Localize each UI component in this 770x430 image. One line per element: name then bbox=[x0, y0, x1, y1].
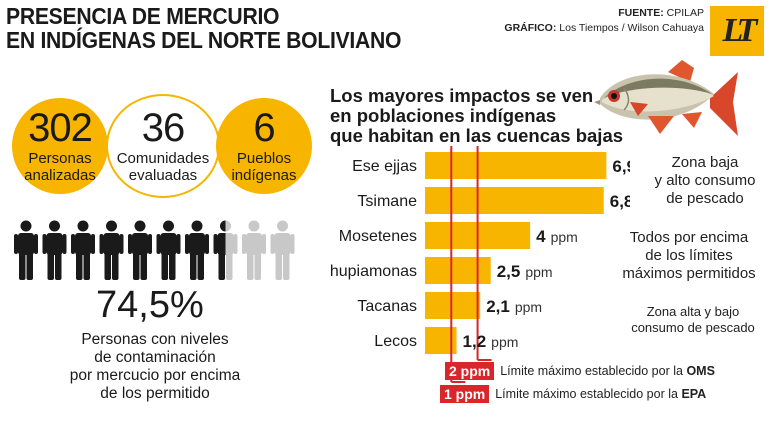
affected-percent: 74,5% bbox=[96, 284, 204, 326]
stat-label-line: indígenas bbox=[231, 167, 297, 184]
zone-note-encima: Todos por encima de los límites máximos … bbox=[612, 229, 766, 283]
category-label: Uchupiamonas bbox=[330, 263, 417, 280]
credits: FUENTE: CPILAP GRÁFICO: Los Tiempos / Wi… bbox=[504, 6, 704, 36]
bar-chart: Ese ejjas 6,9 ppm Tsimane 6,8 ppm Mosetenes 4 pp… bbox=[330, 146, 630, 383]
value-label: 6,8 bbox=[610, 192, 630, 211]
unit-label: ppm bbox=[551, 229, 578, 245]
zone-note-line: de pescado bbox=[666, 190, 744, 207]
person-icon bbox=[270, 220, 295, 280]
value-label: 6,9 bbox=[612, 157, 630, 176]
title-line-2: EN INDÍGENAS DEL NORTE BOLIVIANO bbox=[6, 27, 402, 53]
source-value: CPILAP bbox=[666, 7, 704, 19]
person-icon bbox=[185, 220, 209, 280]
people-caption-line: Personas con niveles bbox=[81, 331, 229, 348]
person-icon bbox=[42, 220, 67, 280]
bar bbox=[425, 257, 491, 284]
limit-oms-text: Límite máximo establecido por la bbox=[500, 364, 687, 378]
limit-oms-value: 2 ppm bbox=[445, 362, 495, 380]
stat-circle-pueblos: 6 Pueblos indígenas bbox=[216, 98, 312, 194]
value-label: 1,2 bbox=[463, 332, 487, 351]
zone-note-baja: Zona baja y alto consumo de pescado bbox=[644, 154, 766, 208]
category-label: Ese ejjas bbox=[352, 158, 417, 175]
limit-epa: 1 ppm Límite máximo establecido por la E… bbox=[440, 385, 706, 403]
zone-note-line: Todos por encima bbox=[629, 229, 749, 246]
value-label: 2,1 bbox=[486, 297, 510, 316]
person-icon bbox=[213, 220, 238, 280]
chart-headline-line: que habitan en las cuencas bajas bbox=[330, 125, 624, 146]
zone-note-line: Zona alta y bajo bbox=[646, 304, 740, 319]
stat-label-line: evaluadas bbox=[128, 167, 198, 184]
bar bbox=[425, 292, 481, 319]
zone-note-line: de los límites bbox=[645, 247, 733, 264]
title-line-1: PRESENCIA DE MERCURIO bbox=[6, 3, 280, 29]
bar bbox=[425, 152, 607, 179]
los-tiempos-logo: LT bbox=[710, 6, 764, 56]
category-label: Tsimane bbox=[357, 193, 417, 210]
unit-label: ppm bbox=[491, 334, 518, 350]
bar bbox=[425, 187, 604, 214]
stat-label-line: analizadas bbox=[24, 167, 96, 184]
zone-note-alta: Zona alta y bajo consumo de pescado bbox=[620, 304, 766, 336]
source-label: FUENTE: bbox=[618, 7, 664, 19]
stat-label: Pueblos indígenas bbox=[231, 150, 296, 184]
stat-value: 302 bbox=[28, 106, 93, 150]
person-icon bbox=[128, 220, 152, 280]
value-label: 2,5 bbox=[497, 262, 521, 281]
chart-headline: Los mayores impactos se ven en poblacion… bbox=[330, 86, 623, 146]
limit-epa-value: 1 ppm bbox=[440, 385, 490, 403]
category-label: Tacanas bbox=[357, 298, 417, 315]
page-title: PRESENCIA DE MERCURIO EN INDÍGENAS DEL N… bbox=[6, 4, 401, 52]
zone-note-line: y alto consumo bbox=[654, 172, 756, 189]
person-icon bbox=[14, 220, 38, 280]
limit-epa-org: EPA bbox=[681, 387, 707, 401]
zone-note-line: consumo de pescado bbox=[631, 320, 755, 335]
people-caption-line: de los permitido bbox=[100, 385, 210, 402]
category-label: Mosetenes bbox=[339, 228, 417, 245]
people-caption: Personas con niveles de contaminación po… bbox=[60, 331, 250, 403]
stat-value: 36 bbox=[141, 106, 185, 150]
person-icon bbox=[71, 220, 95, 280]
limit-oms: 2 ppm Límite máximo establecido por la O… bbox=[445, 362, 715, 380]
stat-label-line: Comunidades bbox=[116, 150, 210, 167]
stat-value: 6 bbox=[253, 106, 275, 150]
person-icon bbox=[156, 220, 181, 280]
person-icon bbox=[242, 220, 266, 280]
value-label: 4 bbox=[536, 227, 546, 246]
limit-oms-caption: Límite máximo establecido por la OMS bbox=[500, 362, 715, 380]
fish-illustration bbox=[594, 60, 738, 136]
limit-oms-org: OMS bbox=[686, 364, 715, 378]
unit-label: ppm bbox=[515, 299, 542, 315]
chart-headline-line: Los mayores impactos se ven bbox=[330, 85, 594, 106]
stat-label-line: Personas bbox=[28, 150, 92, 167]
limit-epa-caption: Límite máximo establecido por la EPA bbox=[495, 385, 706, 403]
unit-label: ppm bbox=[525, 264, 552, 280]
people-caption-line: por mercucio por encima bbox=[69, 367, 241, 384]
person-icon bbox=[99, 220, 124, 280]
people-pictogram bbox=[14, 220, 295, 280]
zone-note-line: Zona baja bbox=[671, 154, 739, 171]
logo-text: LT bbox=[722, 12, 758, 49]
graphic-label: GRÁFICO: bbox=[504, 22, 557, 34]
stat-label: Personas analizadas bbox=[24, 150, 96, 184]
limit-epa-text: Límite máximo establecido por la bbox=[495, 387, 682, 401]
chart-headline-line: en poblaciones indígenas bbox=[330, 105, 557, 126]
category-label: Lecos bbox=[374, 333, 417, 350]
stat-label: Comunidades evaluadas bbox=[117, 150, 210, 184]
stat-circle-personas: 302 Personas analizadas bbox=[12, 98, 108, 194]
people-caption-line: de contaminación bbox=[94, 349, 216, 366]
zone-note-line: máximos permitidos bbox=[622, 265, 756, 282]
stat-circle-comunidades: 36 Comunidades evaluadas bbox=[106, 94, 220, 198]
graphic-value: Los Tiempos / Wilson Cahuaya bbox=[559, 22, 704, 34]
stat-label-line: Pueblos bbox=[236, 150, 292, 167]
